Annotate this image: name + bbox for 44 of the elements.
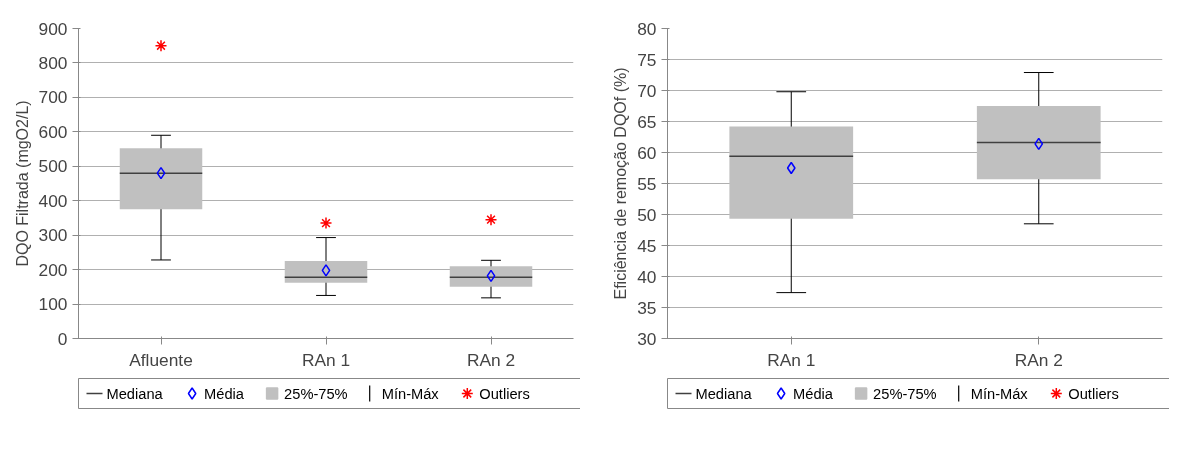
point <box>319 216 333 230</box>
x-tick-label: RAn 1 <box>767 349 816 370</box>
y-axis-title: DQO Filtrada (mgO2/L) <box>13 100 31 267</box>
y-tick-label: 65 <box>637 111 657 132</box>
point <box>156 166 166 180</box>
y-tick-label: 40 <box>637 266 657 287</box>
x-tick-label: RAn 2 <box>1014 349 1063 370</box>
point <box>154 39 168 52</box>
legend-label: Média <box>204 385 245 402</box>
y-tick-label: 800 <box>38 52 68 73</box>
y-tick-label: 500 <box>38 156 68 177</box>
y-tick-label: 700 <box>38 87 68 108</box>
y-tick-label: 400 <box>38 190 68 211</box>
legend-label: Outliers <box>479 385 530 402</box>
point <box>484 213 498 226</box>
text: Mín-Máx <box>381 385 440 402</box>
point <box>486 269 496 283</box>
y-tick-label: 80 <box>637 18 657 39</box>
y-tick-label: 200 <box>38 259 68 280</box>
y-tick-label: 70 <box>637 80 657 101</box>
legend-label: 25%-75% <box>873 385 937 402</box>
y-tick-label: 900 <box>38 18 68 39</box>
x-tick-label: RAn 2 <box>466 349 516 370</box>
y-tick-label: 30 <box>637 328 657 349</box>
y-tick-label: 45 <box>637 235 657 256</box>
point <box>321 264 331 277</box>
y-axis-title: Eficiência de remoção DQOf (%) <box>612 67 630 300</box>
text: Mediana <box>695 385 753 402</box>
text: Mín-Máx <box>970 385 1029 402</box>
y-tick-label: 75 <box>637 49 657 70</box>
y-tick-label: 0 <box>57 328 68 349</box>
y-tick-label: 100 <box>38 294 68 315</box>
x-tick-label: RAn 1 <box>301 349 351 370</box>
y-tick-label: 50 <box>637 204 657 225</box>
x-tick-label: Afluente <box>129 349 193 370</box>
legend-label: Média <box>793 385 834 402</box>
legend-label: Outliers <box>1068 385 1119 402</box>
text: Mediana <box>106 385 164 402</box>
y-tick-label: 300 <box>38 225 68 246</box>
legend-label: 25%-75% <box>284 385 348 402</box>
y-tick-label: 35 <box>637 297 657 318</box>
y-tick-label: 600 <box>38 121 68 142</box>
y-tick-label: 55 <box>637 173 657 194</box>
y-tick-label: 60 <box>637 142 657 163</box>
